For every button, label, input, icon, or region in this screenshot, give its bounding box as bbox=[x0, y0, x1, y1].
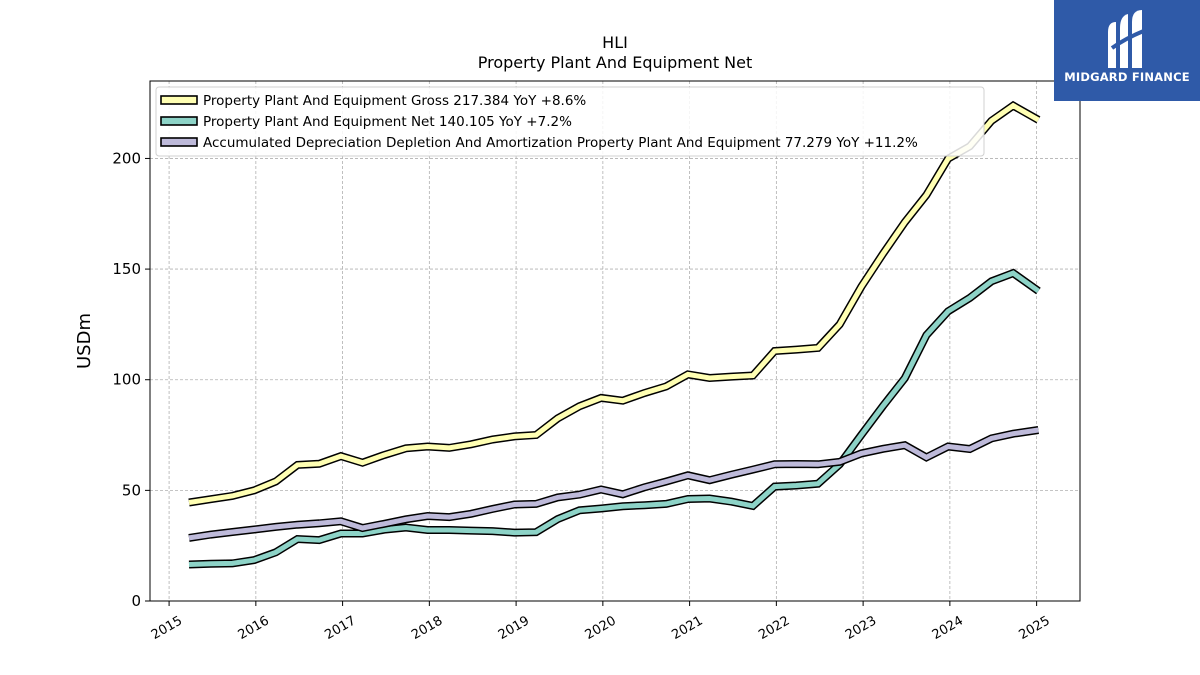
legend-entry-label: Property Plant And Equipment Gross 217.3… bbox=[203, 93, 586, 109]
x-tick-label: 2021 bbox=[669, 613, 705, 643]
x-tick-label: 2017 bbox=[322, 613, 358, 643]
legend-swatch bbox=[160, 95, 198, 105]
x-tick-label: 2025 bbox=[1016, 613, 1052, 643]
chart-subtitle: Property Plant And Equipment Net bbox=[478, 53, 753, 72]
x-tick-label: 2015 bbox=[149, 613, 185, 643]
y-tick-label: 200 bbox=[112, 149, 141, 167]
y-axis-label: USDm bbox=[74, 313, 95, 369]
series-line-outline bbox=[188, 100, 1041, 507]
y-tick-label: 100 bbox=[112, 371, 141, 389]
plot-frame bbox=[149, 80, 1081, 602]
series-2 bbox=[188, 268, 1041, 569]
axes: 0 50 100 150 200 2015 2016 2017 2018 2019 2020 2021… bbox=[112, 149, 1052, 643]
legend-swatch bbox=[160, 116, 198, 126]
chart-title: HLI bbox=[602, 33, 628, 52]
legend: Property Plant And Equipment Gross 217.3… bbox=[155, 86, 985, 157]
x-tick-label: 2023 bbox=[843, 613, 879, 643]
legend-swatch bbox=[160, 137, 198, 147]
legend-entry-label: Accumulated Depreciation Depletion And A… bbox=[203, 135, 918, 151]
series-1 bbox=[188, 100, 1041, 507]
midgard-m-logo-icon bbox=[1108, 10, 1147, 68]
x-tick-label: 2019 bbox=[496, 613, 532, 643]
series-line bbox=[188, 102, 1040, 505]
brand-logo: MIDGARD FINANCE bbox=[1054, 0, 1200, 101]
x-tick-label: 2016 bbox=[236, 613, 272, 643]
series-line bbox=[188, 270, 1040, 567]
y-tick-label: 50 bbox=[122, 481, 141, 499]
x-tick-label: 2018 bbox=[409, 613, 445, 643]
series-3 bbox=[188, 426, 1039, 542]
y-tick-label: 150 bbox=[112, 260, 141, 278]
x-tick-label: 2024 bbox=[930, 613, 966, 643]
x-tick-label: 2022 bbox=[756, 613, 792, 643]
x-tick-label: 2020 bbox=[583, 613, 619, 643]
grid-lines bbox=[150, 81, 1080, 602]
series-layer bbox=[188, 100, 1041, 569]
series-line bbox=[188, 427, 1039, 541]
legend-box bbox=[155, 86, 985, 157]
legend-entry-label: Property Plant And Equipment Net 140.105… bbox=[203, 114, 572, 130]
y-tick-label: 0 bbox=[131, 592, 141, 610]
brand-name: MIDGARD FINANCE bbox=[1064, 70, 1190, 84]
